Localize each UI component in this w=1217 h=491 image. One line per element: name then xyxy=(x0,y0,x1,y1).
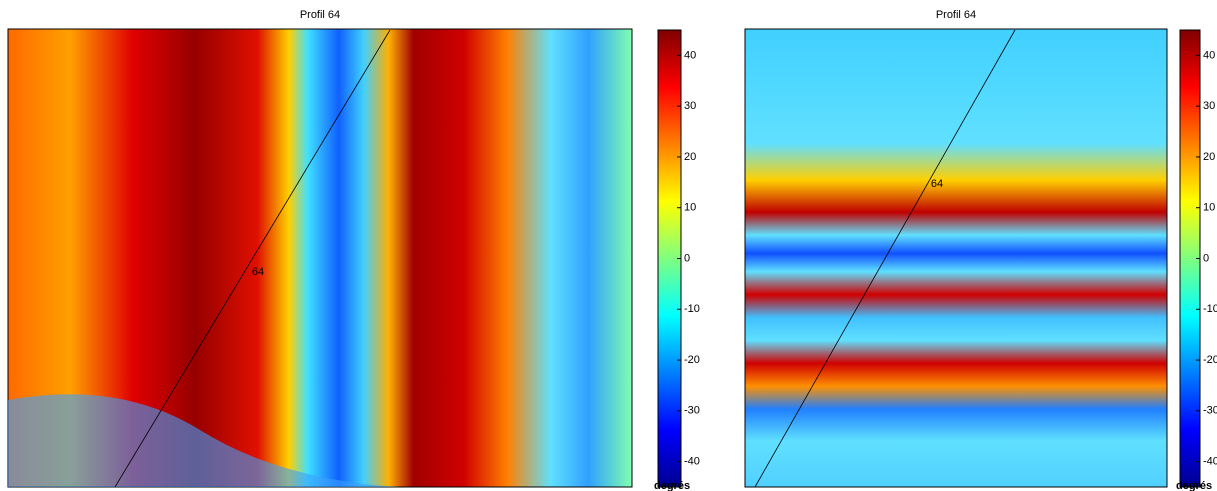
colorbar-tick-label: -10 xyxy=(684,303,700,315)
annotation: 64 xyxy=(931,178,943,190)
colorbar-tick-label: 30 xyxy=(684,100,696,112)
colorbar-tick-label: -20 xyxy=(684,354,700,366)
chart-title: Profil 64 xyxy=(936,9,976,21)
profile-line xyxy=(114,29,391,488)
colorbar-tick-label: -40 xyxy=(1203,456,1217,468)
colorbar-tick-label: -40 xyxy=(684,456,700,468)
colorbar-tick-label: -30 xyxy=(1203,405,1217,417)
colorbar-tick-label: 20 xyxy=(1203,151,1215,163)
heatmap-field xyxy=(744,28,1168,488)
colorbar-tick-label: -10 xyxy=(1203,303,1217,315)
chart-title: Profil 64 xyxy=(300,9,340,21)
colorbar-tick-label: 40 xyxy=(684,49,696,61)
annotation: 64 xyxy=(252,266,264,278)
colorbar-tick-label: -20 xyxy=(1203,354,1217,366)
colorbar-tick-label: 30 xyxy=(1203,100,1215,112)
colorbar-tick-label: 10 xyxy=(1203,202,1215,214)
profile-line xyxy=(754,29,1016,488)
colorbar-label: degrés xyxy=(654,480,690,491)
colorbar-tick-label: -30 xyxy=(684,405,700,417)
field-region xyxy=(8,394,400,487)
colorbar-tick-label: 0 xyxy=(684,252,690,264)
colorbar-tick-label: 0 xyxy=(1203,252,1209,264)
colorbar-tick-label: 40 xyxy=(1203,49,1215,61)
colorbar-label: degrés xyxy=(1176,480,1212,491)
colorbar-tick-label: 10 xyxy=(684,202,696,214)
colorbar-tick-label: 20 xyxy=(684,151,696,163)
